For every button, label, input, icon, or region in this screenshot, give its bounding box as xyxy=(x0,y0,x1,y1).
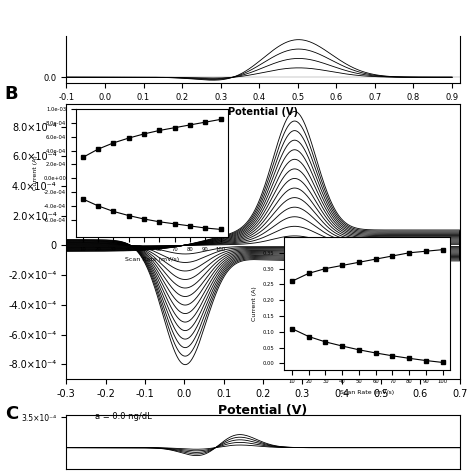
X-axis label: Potential (V): Potential (V) xyxy=(228,107,298,117)
Y-axis label: Current (A): Current (A) xyxy=(252,286,257,321)
Text: B: B xyxy=(5,85,18,103)
Text: C: C xyxy=(5,405,18,423)
X-axis label: Scan Rate (mV/s): Scan Rate (mV/s) xyxy=(340,390,394,395)
X-axis label: Potential (V): Potential (V) xyxy=(219,404,308,418)
Text: a = 0.0 ng/dL: a = 0.0 ng/dL xyxy=(95,412,152,421)
Y-axis label: Current (A): Current (A) xyxy=(33,155,38,191)
Y-axis label: Current (A): Current (A) xyxy=(0,202,3,282)
X-axis label: Scan Rate (mV/s): Scan Rate (mV/s) xyxy=(125,257,179,262)
